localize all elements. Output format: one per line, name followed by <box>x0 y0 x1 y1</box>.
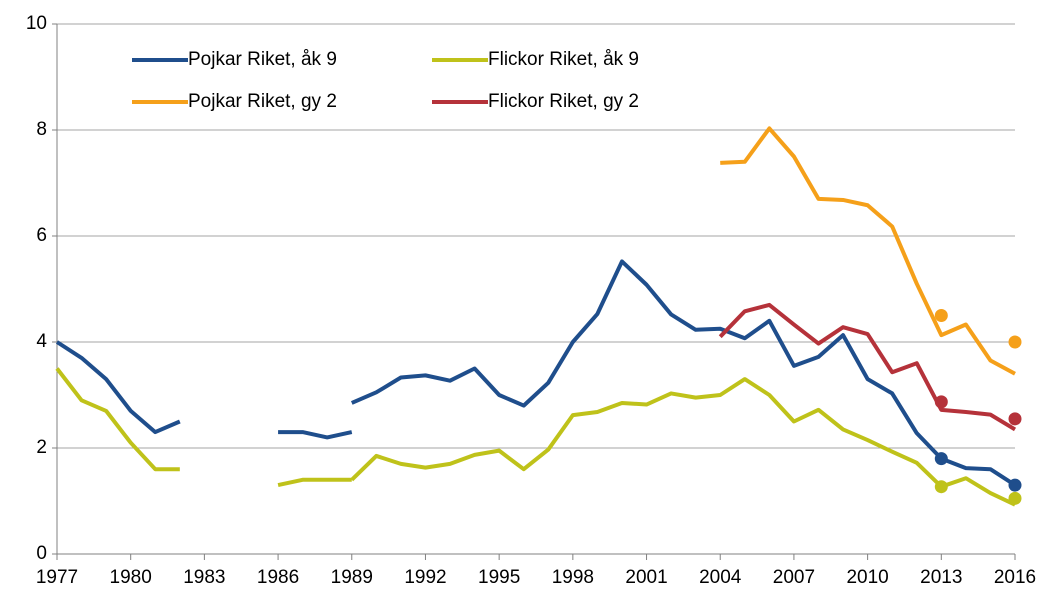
x-tick-label: 2010 <box>846 567 888 588</box>
x-tick-label: 1989 <box>331 567 373 588</box>
series-line <box>55 259 1017 487</box>
series-line <box>55 367 1016 507</box>
x-tick-label: 2016 <box>994 567 1036 588</box>
dot-marker <box>934 452 948 466</box>
x-tick-label: 1983 <box>183 567 225 588</box>
x-tick-label: 2004 <box>699 567 742 588</box>
dot-marker <box>934 480 948 494</box>
legend-label: Pojkar Riket, gy 2 <box>188 91 337 112</box>
dot-marker <box>1008 491 1022 505</box>
dot-marker <box>1008 478 1022 492</box>
dot-marker <box>1008 335 1022 349</box>
dot-marker <box>934 395 948 409</box>
legend-label: Flickor Riket, gy 2 <box>488 91 639 112</box>
legend-label: Pojkar Riket, åk 9 <box>188 49 337 70</box>
y-tick-label: 8 <box>36 119 47 140</box>
x-tick-label: 1986 <box>257 567 299 588</box>
dot-marker <box>934 309 948 322</box>
y-tick-label: 2 <box>36 437 47 458</box>
x-tick-label: 1977 <box>36 567 78 588</box>
y-tick-label: 0 <box>36 543 47 564</box>
y-tick-label: 10 <box>26 13 47 34</box>
x-tick-label: 1995 <box>478 567 520 588</box>
y-tick-label: 6 <box>36 225 47 246</box>
x-tick-label: 2013 <box>920 567 962 588</box>
x-tick-label: 2001 <box>625 567 667 588</box>
series-line <box>720 126 1016 376</box>
series-line <box>718 302 1017 432</box>
legend-label: Flickor Riket, åk 9 <box>488 49 639 70</box>
x-tick-label: 1998 <box>552 567 594 588</box>
y-tick-label: 4 <box>36 331 47 352</box>
x-tick-label: 1980 <box>110 567 152 588</box>
dot-marker <box>1008 412 1022 426</box>
x-tick-label: 1992 <box>404 567 446 588</box>
x-tick-label: 2007 <box>773 567 815 588</box>
